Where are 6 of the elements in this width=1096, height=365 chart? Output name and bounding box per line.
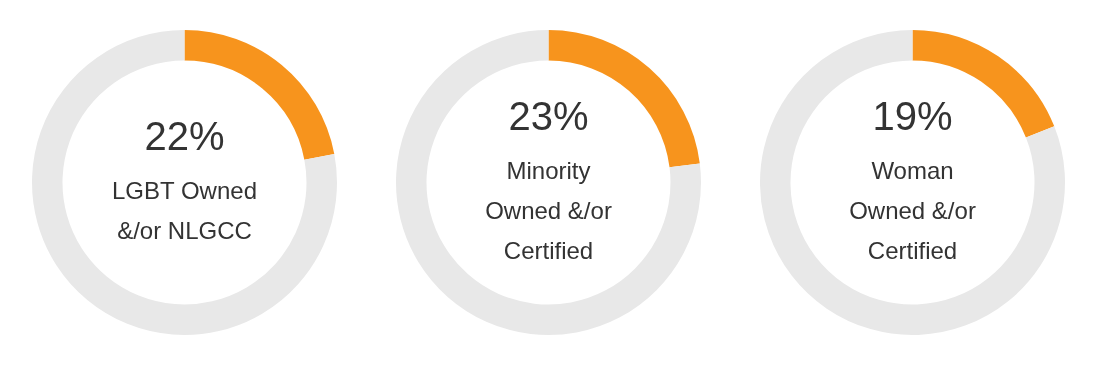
data-label: 23% [508, 93, 589, 138]
slice-label: LGBT Owned &/or NLGCC [112, 177, 257, 245]
data-label: 19% [872, 93, 953, 138]
data-label: 22% [144, 113, 225, 158]
slice-label: Minority Owned &/or Certified [485, 157, 612, 265]
slice-label: Woman Owned &/or Certified [849, 157, 976, 265]
